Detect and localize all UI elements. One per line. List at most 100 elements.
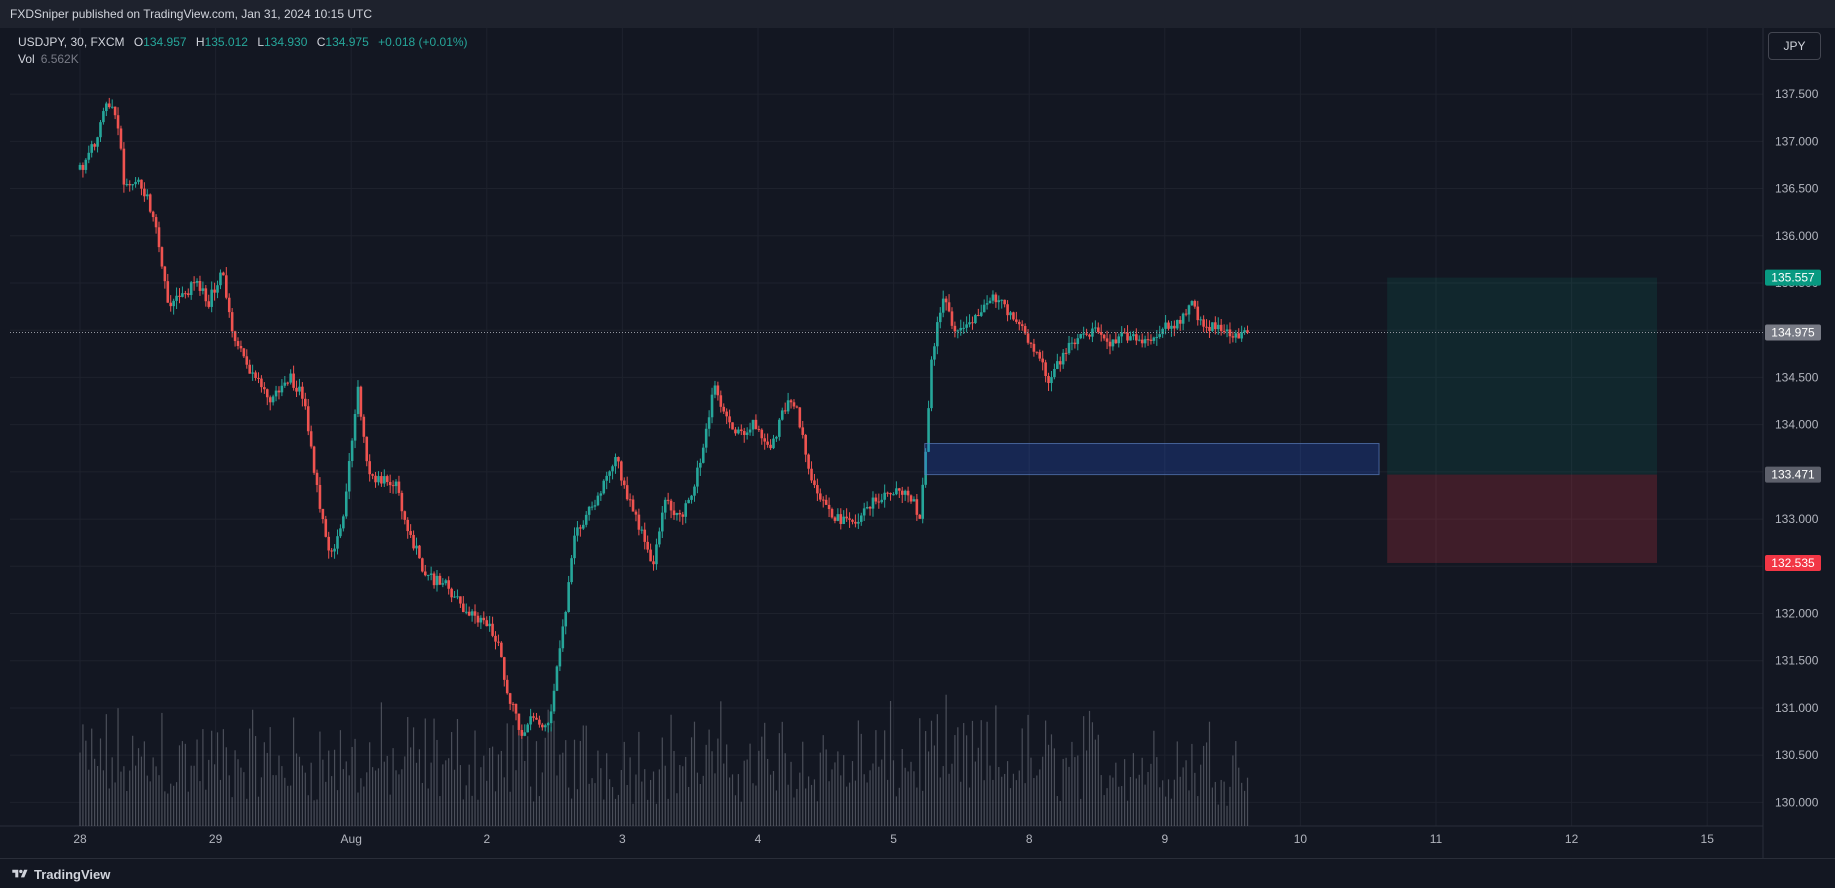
candle-body	[886, 492, 889, 494]
candle-body	[93, 144, 96, 147]
candle-body	[558, 648, 562, 667]
candle-body	[479, 617, 483, 623]
candle-body	[625, 485, 629, 500]
open-value: 134.957	[143, 35, 187, 49]
volume-bar	[550, 727, 552, 826]
candle-body	[1193, 301, 1197, 307]
volume-bar	[1109, 775, 1111, 826]
candle-body	[684, 503, 688, 517]
volume-bar	[170, 783, 172, 826]
candle-body	[643, 529, 647, 542]
volume-bar	[167, 793, 169, 826]
candle-body	[339, 528, 342, 537]
candle-body	[1129, 336, 1132, 341]
volume-bar	[304, 772, 306, 826]
candle-body	[309, 431, 313, 447]
volume-bar	[530, 786, 532, 826]
candle-body	[1243, 330, 1246, 333]
candle-body	[1047, 376, 1050, 384]
close-label: C	[316, 35, 326, 49]
footer-bar: TradingView	[0, 858, 1835, 888]
volume-bar	[489, 747, 491, 826]
current-price-label: 134.975	[1771, 326, 1815, 340]
currency-button[interactable]: JPY	[1768, 32, 1821, 60]
volume-bar	[933, 745, 936, 826]
candle-body	[336, 536, 339, 549]
candle-body	[590, 506, 594, 508]
volume-bar	[658, 769, 660, 826]
candle-body	[186, 293, 190, 296]
candle-body	[892, 494, 895, 496]
volume-bar	[140, 756, 143, 826]
candle-body	[435, 575, 439, 586]
volume-bar	[175, 782, 178, 826]
volume-bar	[752, 783, 754, 826]
candle-body	[388, 482, 392, 486]
volume-bar	[1053, 748, 1055, 826]
candle-body	[315, 472, 319, 485]
volume-bar	[854, 780, 857, 826]
price-chart[interactable]: 130.000 130.500 131.000 131.500 132.000 132.5…	[0, 28, 1835, 858]
candle-body	[1023, 326, 1027, 334]
volume-bar	[1132, 753, 1134, 826]
candle-body	[868, 507, 872, 509]
candle-body	[1067, 342, 1071, 354]
candle-body	[192, 282, 196, 284]
candle-body	[1044, 362, 1047, 377]
candle-body	[1237, 333, 1241, 339]
volume-bar	[670, 714, 672, 826]
candle-body	[813, 480, 816, 486]
volume-bar	[731, 774, 734, 826]
volume-bar	[445, 760, 447, 826]
candle-body	[906, 490, 910, 496]
volume-bar	[764, 722, 766, 826]
candle-body	[628, 499, 632, 501]
volume-bar	[860, 733, 862, 826]
volume-bar	[913, 771, 915, 826]
candle-body	[681, 514, 685, 517]
candle-body	[1187, 305, 1191, 315]
candle-body	[181, 293, 184, 297]
volume-bar	[357, 792, 359, 826]
volume-bar	[246, 798, 248, 826]
candle-body	[1053, 368, 1056, 378]
volume-bar	[486, 780, 488, 826]
candle-body	[283, 382, 287, 386]
volume-bar	[155, 766, 157, 826]
volume-bar	[456, 719, 459, 826]
volume-bar	[477, 799, 479, 826]
volume-bar	[611, 787, 614, 826]
volume-bar	[190, 765, 192, 826]
tradingview-logo[interactable]: TradingView	[10, 866, 110, 882]
candle-body	[968, 322, 971, 325]
candle-body	[862, 508, 866, 516]
candle-body	[819, 493, 822, 500]
candle-body	[535, 717, 538, 720]
candle-body	[514, 703, 518, 714]
candle-body	[687, 499, 690, 504]
volume-bar	[377, 768, 380, 826]
volume-bar	[846, 786, 848, 826]
volume-bar	[570, 798, 573, 826]
volume-bar	[778, 733, 780, 826]
volume-bar	[957, 727, 959, 826]
volume-bar	[652, 771, 655, 826]
symbol-label[interactable]: USDJPY, 30, FXCM	[18, 35, 125, 49]
volume-bar	[948, 773, 950, 826]
candle-body	[979, 312, 983, 316]
volume-bar	[491, 746, 494, 826]
candle-body	[333, 548, 336, 552]
candle-body	[1167, 322, 1170, 329]
candle-body	[81, 164, 85, 170]
volume-bar	[1223, 781, 1225, 826]
volume-bar	[983, 780, 985, 826]
volume-label[interactable]: Vol	[18, 52, 35, 66]
volume-bar	[1103, 795, 1105, 826]
volume-bar	[573, 739, 576, 826]
candle-body	[1219, 324, 1223, 331]
candle-body	[213, 289, 216, 293]
volume-bar	[857, 720, 859, 826]
candle-body	[157, 227, 161, 248]
chart-area[interactable]: 130.000 130.500 131.000 131.500 132.000 132.5…	[0, 28, 1835, 858]
candle-body	[251, 372, 254, 374]
